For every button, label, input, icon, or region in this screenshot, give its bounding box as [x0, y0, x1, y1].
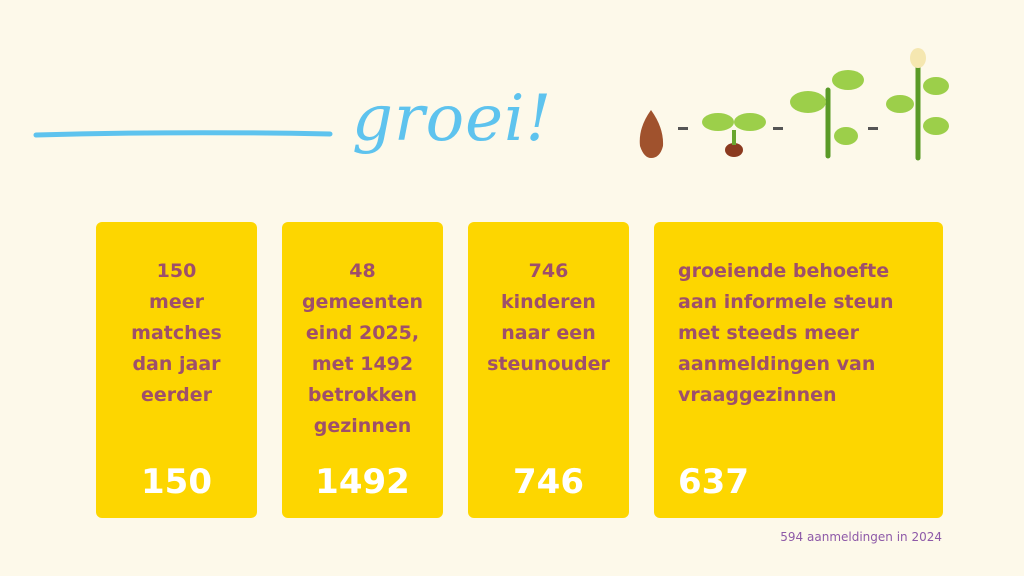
stat-number: 150: [141, 462, 212, 502]
text-line: met 1492: [311, 353, 414, 375]
text-line: steunouder: [487, 353, 610, 375]
footnote: 594 aanmeldingen in 2024: [780, 530, 942, 544]
text-line: gezinnen: [313, 415, 412, 437]
text-line: eind 2025,: [305, 322, 420, 344]
text-line: gemeenten: [301, 291, 424, 313]
stat-number: 637: [678, 462, 749, 502]
card-text: 150 meer matches dan jaar eerder: [96, 256, 257, 411]
text-line: matches: [131, 322, 222, 344]
text-line: groeiende behoefte: [678, 260, 890, 282]
text-line: kinderen: [501, 291, 596, 313]
dash: [868, 127, 878, 130]
sprout: [702, 113, 766, 157]
title: groei!: [352, 82, 553, 156]
stat-card: groeiende behoefte aan informele steun met…: [654, 222, 943, 518]
plant: [790, 70, 864, 159]
dash: [773, 127, 783, 130]
header-art: [33, 48, 949, 161]
text-line: meer: [149, 291, 204, 313]
text-line: naar een: [501, 322, 596, 344]
text-line: 746: [528, 260, 569, 282]
stat-card: 746 kinderen naar een steunouder 746: [468, 222, 629, 518]
text-line: aanmeldingen van: [678, 353, 876, 375]
dash: [678, 127, 688, 130]
text-line: 48: [349, 260, 376, 282]
stat-card: 150 meer matches dan jaar eerder 150: [96, 222, 257, 518]
stat-number: 1492: [315, 462, 410, 502]
stat-number: 746: [513, 462, 584, 502]
text-line: 150: [156, 260, 197, 282]
card-text: 746 kinderen naar een steunouder: [468, 256, 629, 380]
text-line: dan jaar: [132, 353, 221, 375]
seed: [639, 110, 664, 158]
blue-stroke: [33, 130, 333, 138]
text-line: betrokken: [307, 384, 418, 406]
stat-card: 48 gemeenten eind 2025, met 1492 betrokken ge…: [282, 222, 443, 518]
card-text: groeiende behoefte aan informele steun met…: [654, 256, 943, 411]
card-text: 48 gemeenten eind 2025, met 1492 betrokken ge…: [282, 256, 443, 442]
text-line: met steeds meer: [678, 322, 860, 344]
flower-plant: [886, 48, 949, 161]
text-line: vraaggezinnen: [678, 384, 837, 406]
text-line: eerder: [141, 384, 212, 406]
text-line: aan informele steun: [678, 291, 894, 313]
